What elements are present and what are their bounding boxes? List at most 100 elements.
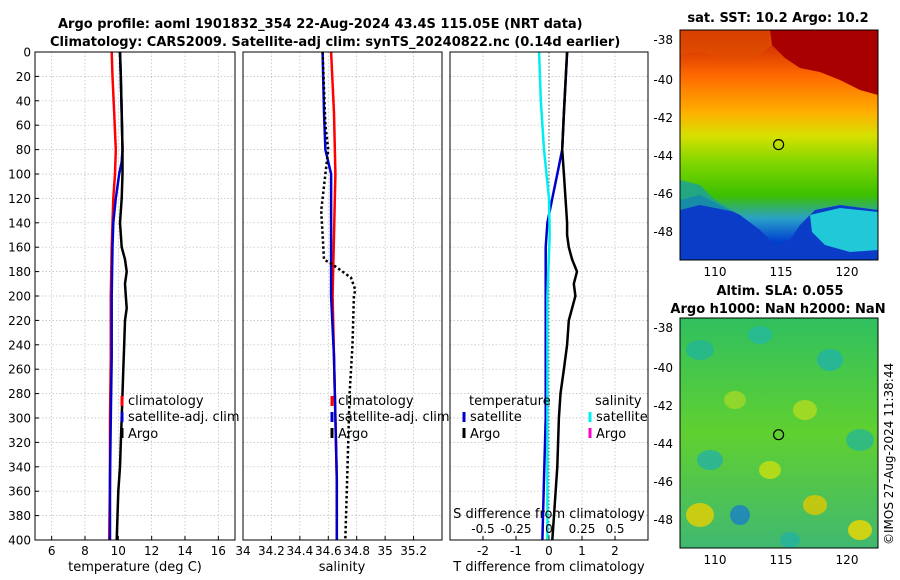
- temperature-xtick: 10: [111, 544, 126, 558]
- s-diff-tick: 0.5: [605, 522, 624, 536]
- sst-orange-band: [680, 30, 772, 60]
- sla-ytick: -48: [653, 513, 673, 527]
- sla-eddy: [730, 505, 750, 525]
- sst-xticks: 110 115 120: [704, 265, 859, 279]
- sst-xtick: 120: [836, 265, 859, 279]
- depth-tick: 180: [8, 265, 31, 279]
- legend-label-climatology: climatology: [338, 394, 414, 409]
- salinity-xticks: 34 34.2 34.4 34.6 34.8 35 35.2: [235, 544, 427, 558]
- depth-tick: 120: [8, 192, 31, 206]
- sst-ytick: -44: [653, 149, 673, 163]
- salinity-xtick: 34: [235, 544, 250, 558]
- temperature-grid: [35, 51, 235, 541]
- temperature-xtick: 8: [81, 544, 89, 558]
- sla-xtick: 110: [704, 553, 727, 567]
- temperature-xlabel: temperature (deg C): [68, 560, 202, 575]
- t-difference-label: T difference from climatology: [452, 560, 645, 575]
- salinity-xtick: 34.6: [315, 544, 342, 558]
- imos-credit: ©IMOS 27-Aug-2024 11:38:44: [882, 363, 896, 545]
- difference-grid: [450, 52, 648, 540]
- legend-title-salinity: salinity: [595, 394, 642, 409]
- temperature-xtick: 12: [144, 544, 159, 558]
- legend-label-s-argo: Argo: [596, 427, 626, 442]
- sla-ytick: -46: [653, 475, 673, 489]
- depth-tick: 380: [8, 509, 31, 523]
- salinity-xtick: 35: [377, 544, 392, 558]
- series-line-satellite-adj-clim: [321, 51, 339, 540]
- series-line-argo: [115, 51, 128, 541]
- sst-xtick: 110: [704, 265, 727, 279]
- t-diff-tick: -1: [510, 544, 522, 558]
- depth-tick: 20: [16, 70, 31, 84]
- legend-label-argo: Argo: [338, 427, 368, 442]
- sst-map-image: [680, 30, 878, 260]
- s-diff-tick: 0.25: [569, 522, 596, 536]
- difference-legend-temperature: temperature satellite Argo: [462, 394, 551, 442]
- salinity-xlabel: salinity: [319, 560, 366, 575]
- depth-tick: 60: [16, 119, 31, 133]
- series-line-temperature-argo: [551, 51, 579, 541]
- sla-xtick: 120: [836, 553, 859, 567]
- salinity-axes-frame: [242, 51, 443, 541]
- figure-title-line1: Argo profile: aoml 1901832_354 22-Aug-20…: [58, 17, 583, 32]
- salinity-panel: 34 34.2 34.4 34.6 34.8 35 35.2 salinity …: [235, 51, 450, 575]
- sla-eddy: [846, 429, 874, 451]
- depth-tick: 280: [8, 387, 31, 401]
- argo-location-marker: [772, 139, 785, 151]
- salinity-lines: [319, 51, 357, 541]
- sla-eddy: [759, 461, 781, 479]
- series-line-salinity-satellite: [537, 51, 551, 540]
- argo-location-marker: [772, 429, 785, 441]
- sst-warm-patch: [770, 30, 878, 95]
- temperature-xtick: 16: [211, 544, 226, 558]
- s-difference-ticks: -0.5 -0.25 0 0.25 0.5: [471, 522, 624, 536]
- depth-tick: 300: [8, 412, 31, 426]
- legend-label-satellite: satellite-adj. clim: [128, 410, 240, 425]
- s-difference-label: S difference from climatology: [453, 507, 645, 522]
- depth-tick: 80: [16, 143, 31, 157]
- sst-ytick: -40: [653, 73, 673, 87]
- sla-ytick: -40: [653, 361, 673, 375]
- salinity-xtick: 34.4: [287, 544, 314, 558]
- depth-tick: 0: [23, 46, 31, 60]
- legend-label-satellite: satellite-adj. clim: [338, 410, 450, 425]
- t-diff-tick: 2: [611, 544, 619, 558]
- difference-panel: S difference from climatology -0.5 -0.25…: [449, 51, 649, 575]
- sla-eddy: [793, 400, 817, 420]
- sla-map-frame: [679, 317, 879, 549]
- legend-label-t-argo: Argo: [470, 427, 500, 442]
- temperature-axes: [35, 52, 235, 540]
- temperature-xtick: 14: [177, 544, 192, 558]
- sla-eddy: [686, 503, 714, 527]
- depth-tick: 200: [8, 290, 31, 304]
- depth-tick: 240: [8, 338, 31, 352]
- difference-axes-frame: [449, 51, 649, 541]
- depth-ticks: 0 20 40 60 80 100 120 140 160 180 200 22…: [8, 46, 31, 548]
- series-line-argo: [319, 51, 357, 541]
- sst-ytick: -38: [653, 33, 673, 47]
- legend-label-t-satellite: satellite: [470, 410, 522, 425]
- difference-legend-salinity: salinity satellite Argo: [588, 394, 648, 442]
- sla-eddy: [697, 450, 723, 470]
- temperature-legend: climatology satellite-adj. clim Argo: [120, 394, 240, 442]
- sst-map-panel: sat. SST: 10.2 Argo: 10.2 -38 -40 -42 -4…: [653, 11, 879, 279]
- depth-tick: 400: [8, 534, 31, 548]
- depth-tick: 100: [8, 168, 31, 182]
- temperature-xtick: 6: [48, 544, 56, 558]
- legend-title-temperature: temperature: [469, 394, 551, 409]
- depth-tick: 160: [8, 241, 31, 255]
- sla-map-image: [680, 318, 878, 548]
- temperature-lines: [107, 51, 128, 541]
- sla-eddy: [803, 495, 827, 515]
- t-diff-tick: 0: [545, 544, 553, 558]
- legend-label-s-satellite: satellite: [596, 410, 648, 425]
- sst-map-title: sat. SST: 10.2 Argo: 10.2: [687, 11, 868, 26]
- figure-title-line2: Climatology: CARS2009. Satellite-adj cli…: [50, 35, 620, 50]
- difference-lines: [537, 51, 579, 541]
- sla-eddy: [686, 340, 714, 360]
- depth-tick: 40: [16, 94, 31, 108]
- legend-label-climatology: climatology: [128, 394, 204, 409]
- sla-map-panel: Altim. SLA: 0.055 Argo h1000: NaN h2000:…: [653, 284, 885, 567]
- depth-tick: 320: [8, 436, 31, 450]
